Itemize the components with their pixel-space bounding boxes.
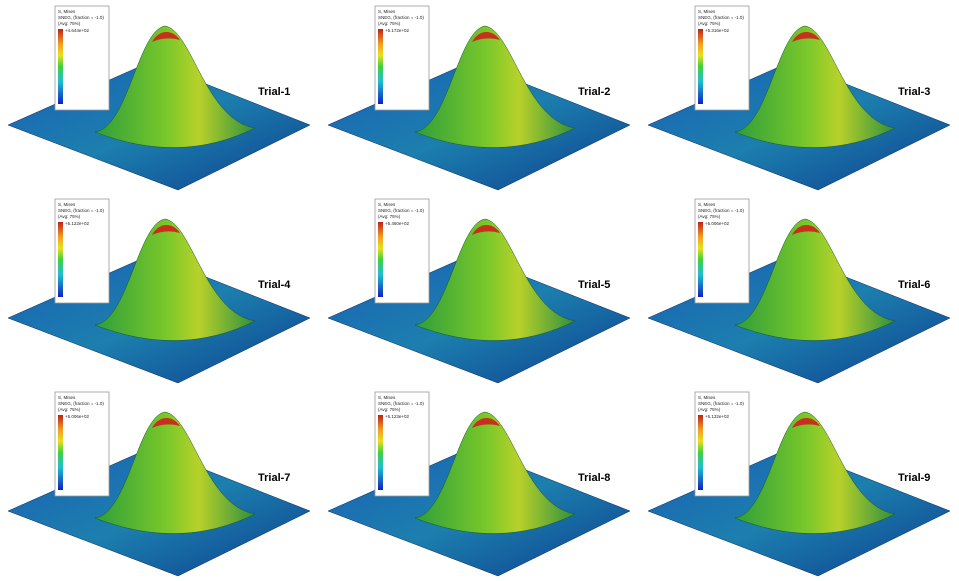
legend-title: S, Mises: [378, 202, 396, 207]
trial-label: Trial-7: [258, 472, 290, 484]
legend-title: S, Mises: [698, 395, 716, 400]
legend-subtitle: SNEG, (fraction = -1.0): [698, 401, 744, 406]
trial-label: Trial-8: [578, 472, 610, 484]
legend-colorbar: [58, 29, 63, 104]
legend-colorbar: [58, 415, 63, 490]
legend-title: S, Mises: [698, 202, 716, 207]
legend-subtitle: SNEG, (fraction = -1.0): [378, 15, 424, 20]
legend-average: (Avg: 75%): [58, 21, 81, 26]
trial-label: Trial-6: [898, 279, 930, 291]
legend-average: (Avg: 75%): [698, 214, 721, 219]
legend-max: +5.122e+02: [65, 221, 90, 226]
trial-label: Trial-9: [898, 472, 930, 484]
legend-subtitle: SNEG, (fraction = -1.0): [378, 401, 424, 406]
legend-colorbar: [698, 415, 703, 490]
legend-title: S, Mises: [378, 395, 396, 400]
legend-average: (Avg: 75%): [378, 407, 401, 412]
legend-subtitle: SNEG, (fraction = -1.0): [58, 208, 104, 213]
legend-subtitle: SNEG, (fraction = -1.0): [698, 208, 744, 213]
legend-average: (Avg: 75%): [58, 214, 81, 219]
legend-title: S, Mises: [58, 9, 76, 14]
legend-colorbar: [378, 415, 383, 490]
trial-label: Trial-3: [898, 86, 930, 98]
trial-label: Trial-1: [258, 86, 290, 98]
legend-colorbar: [698, 29, 703, 104]
legend-colorbar: [378, 29, 383, 104]
trial-label: Trial-4: [258, 279, 291, 291]
legend-subtitle: SNEG, (fraction = -1.0): [378, 208, 424, 213]
legend-average: (Avg: 75%): [698, 21, 721, 26]
legend-subtitle: SNEG, (fraction = -1.0): [698, 15, 744, 20]
legend-max: +5.132e+02: [705, 414, 730, 419]
legend-max: +5.123e+02: [385, 414, 410, 419]
legend-max: +5.006e+02: [705, 221, 730, 226]
legend-title: S, Mises: [698, 9, 716, 14]
legend-average: (Avg: 75%): [58, 407, 81, 412]
legend-max: +5.316e+02: [705, 28, 730, 33]
legend-subtitle: SNEG, (fraction = -1.0): [58, 15, 104, 20]
legend-colorbar: [698, 222, 703, 297]
legend-max: +4.644e+02: [65, 28, 90, 33]
legend-average: (Avg: 75%): [698, 407, 721, 412]
legend-max: +5.172e+02: [385, 28, 410, 33]
figure: Trial-1S, MisesSNEG, (fraction = -1.0)(A…: [0, 0, 959, 581]
trial-label: Trial-2: [578, 86, 610, 98]
trial-label: Trial-5: [578, 279, 610, 291]
legend-max: +5.006e+02: [65, 414, 90, 419]
legend-title: S, Mises: [58, 202, 76, 207]
legend-title: S, Mises: [378, 9, 396, 14]
legend-colorbar: [378, 222, 383, 297]
legend-title: S, Mises: [58, 395, 76, 400]
legend-subtitle: SNEG, (fraction = -1.0): [58, 401, 104, 406]
legend-average: (Avg: 75%): [378, 214, 401, 219]
legend-colorbar: [58, 222, 63, 297]
legend-max: +5.460e+02: [385, 221, 410, 226]
legend-average: (Avg: 75%): [378, 21, 401, 26]
